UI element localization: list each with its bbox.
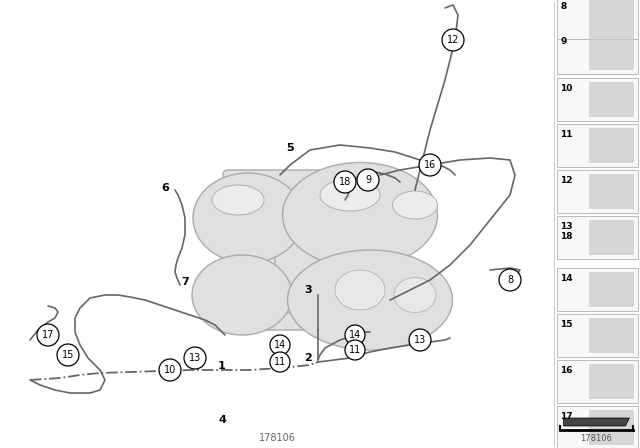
Bar: [557, 78, 639, 121]
Bar: [589, 318, 634, 353]
Text: 10: 10: [164, 365, 176, 375]
Circle shape: [419, 154, 441, 176]
Text: 178106: 178106: [580, 434, 612, 443]
Bar: [557, 360, 639, 403]
Text: 13: 13: [189, 353, 201, 363]
Bar: [557, 406, 639, 448]
Circle shape: [499, 269, 521, 291]
Text: 9: 9: [561, 37, 567, 46]
FancyBboxPatch shape: [275, 197, 361, 313]
Circle shape: [357, 169, 379, 191]
Text: 2: 2: [304, 353, 312, 363]
Bar: [557, 268, 639, 311]
Circle shape: [442, 29, 464, 51]
Text: 1: 1: [218, 361, 226, 371]
Ellipse shape: [394, 277, 436, 313]
Text: 8: 8: [507, 275, 513, 285]
Circle shape: [345, 325, 365, 345]
Text: 11: 11: [274, 357, 286, 367]
Circle shape: [270, 335, 290, 355]
Bar: [589, 410, 634, 445]
Bar: [589, 128, 634, 163]
FancyBboxPatch shape: [235, 255, 385, 330]
Circle shape: [184, 347, 206, 369]
Text: 13: 13: [414, 335, 426, 345]
Circle shape: [159, 359, 181, 381]
Ellipse shape: [287, 250, 452, 350]
Bar: [557, 124, 639, 167]
Text: 5: 5: [286, 143, 294, 153]
Bar: [589, 35, 634, 70]
Text: 16: 16: [424, 160, 436, 170]
Text: 12: 12: [561, 176, 573, 185]
Bar: [557, 0, 639, 39]
Ellipse shape: [192, 255, 292, 335]
Text: 8: 8: [561, 1, 567, 10]
Text: 17: 17: [42, 330, 54, 340]
Ellipse shape: [335, 270, 385, 310]
Text: 6: 6: [161, 183, 169, 193]
Text: 14: 14: [274, 340, 286, 350]
Circle shape: [334, 171, 356, 193]
Text: 12: 12: [447, 35, 459, 45]
Ellipse shape: [193, 173, 303, 263]
Text: 11: 11: [349, 345, 361, 355]
Circle shape: [37, 324, 59, 346]
Text: 4: 4: [218, 415, 226, 425]
Text: 9: 9: [365, 175, 371, 185]
Ellipse shape: [392, 191, 438, 219]
Polygon shape: [564, 418, 629, 426]
Bar: [589, 220, 634, 255]
Bar: [557, 31, 639, 74]
Text: 17: 17: [561, 412, 573, 421]
Text: 13
18: 13 18: [561, 222, 573, 241]
Bar: [557, 314, 639, 357]
Circle shape: [409, 329, 431, 351]
Circle shape: [345, 340, 365, 360]
Text: 7: 7: [181, 277, 189, 287]
Text: 14: 14: [561, 274, 573, 283]
Text: 3: 3: [304, 285, 312, 295]
Bar: [589, 272, 634, 307]
Text: 15: 15: [561, 320, 573, 329]
Bar: [589, 0, 634, 34]
Text: 10: 10: [561, 83, 573, 92]
Bar: [589, 364, 634, 399]
Text: 11: 11: [561, 129, 573, 138]
Bar: [589, 174, 634, 209]
Ellipse shape: [212, 185, 264, 215]
Circle shape: [270, 352, 290, 372]
Text: 15: 15: [62, 350, 74, 360]
Text: 16: 16: [561, 366, 573, 375]
Bar: [557, 170, 639, 213]
Text: 18: 18: [339, 177, 351, 187]
Circle shape: [57, 344, 79, 366]
Bar: [557, 216, 639, 259]
FancyBboxPatch shape: [223, 170, 373, 265]
Text: 178106: 178106: [259, 433, 296, 443]
Bar: [589, 82, 634, 116]
Ellipse shape: [282, 163, 438, 267]
Text: 14: 14: [349, 330, 361, 340]
Ellipse shape: [320, 179, 380, 211]
